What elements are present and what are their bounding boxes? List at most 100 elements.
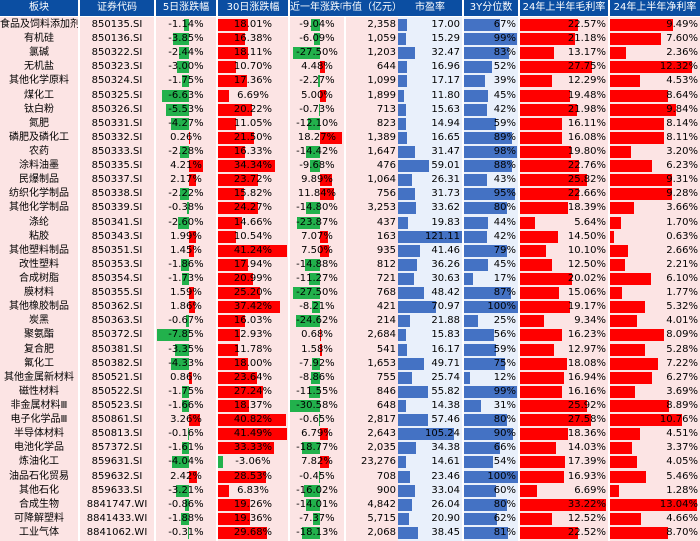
pe-ratio-text: 38.45 <box>431 527 460 538</box>
percentile-3y-text: 80% <box>494 202 516 213</box>
percentile-3y-bar <box>464 75 485 87</box>
net-margin-text: 4.05% <box>666 456 698 467</box>
pe-ratio-text: 16.17 <box>431 344 460 355</box>
pe-ratio-text: 48.42 <box>431 287 460 298</box>
net-margin-text: 6.10% <box>666 273 698 284</box>
pe-ratio-bar <box>398 33 406 45</box>
security-code-text: 850325.SI <box>92 90 143 101</box>
change-30d-text: 6.83% <box>237 485 269 496</box>
percentile-3y-bar <box>464 217 488 229</box>
sector-name-text: 复合肥 <box>24 344 54 355</box>
pe-ratio-bar <box>398 245 420 257</box>
pe-ratio-bar <box>398 19 407 31</box>
net-margin-bar <box>610 231 614 243</box>
change-1y-text: -0.73% <box>299 104 334 115</box>
net-margin-bar <box>610 442 632 454</box>
change-5d-text: -3.21% <box>168 485 203 496</box>
security-code: 8841062.WI <box>80 525 154 541</box>
change-1y-text: 18.27% <box>298 132 336 143</box>
net-margin-text: 9.28% <box>666 188 698 199</box>
sector-name-text: 炭黑 <box>29 315 49 326</box>
gross-margin-text: 16.08% <box>568 132 606 143</box>
pe-ratio-text: 23.46 <box>431 471 460 482</box>
net-margin-bar <box>610 301 645 313</box>
pe-ratio-bar <box>398 259 417 271</box>
change-5d-text: -1.14% <box>168 19 203 30</box>
net-margin: 8.70% <box>610 525 700 541</box>
pe-ratio-bar <box>398 174 412 186</box>
change-5d-text: -6.63% <box>168 90 203 101</box>
header-code: 证券代码 <box>80 0 154 16</box>
sector-name-text: 氟化工 <box>24 358 54 369</box>
change-5d-text: -4.33% <box>168 358 203 369</box>
change-30d-text: 11.05% <box>234 118 272 129</box>
security-code-text: 850333.SI <box>92 146 143 157</box>
pe-ratio-text: 16.65 <box>431 132 460 143</box>
pe-ratio-bar <box>398 104 406 116</box>
net-margin-text: 8.89% <box>666 400 698 411</box>
change-1y-text: -6.09% <box>299 33 334 44</box>
security-code-text: 850353.SI <box>92 259 143 270</box>
percentile-3y-text: 87% <box>494 287 516 298</box>
net-margin-bar <box>610 485 619 497</box>
sector-name-text: 氯碱 <box>29 47 49 58</box>
pe-ratio-text: 25.74 <box>431 372 460 383</box>
net-margin-text: 9.84% <box>666 104 698 115</box>
change-1y-text: -27.50% <box>296 287 338 298</box>
gross-margin-text: 10.10% <box>568 245 606 256</box>
market-cap-text: 2,068 <box>367 527 396 538</box>
market-cap: 2,068 <box>346 525 398 541</box>
security-code-text: 850335.SI <box>92 160 143 171</box>
security-code-text: 8841062.WI <box>87 527 148 538</box>
net-margin-bar <box>610 344 645 356</box>
change-30d-text: -3.06% <box>235 456 270 467</box>
change-30d-text: 11.78% <box>234 344 272 355</box>
change-5d-text: -1.86% <box>168 259 203 270</box>
security-code-text: 850326.SI <box>92 104 143 115</box>
sector-name-text: 工业气体 <box>19 527 59 538</box>
pe-ratio-bar <box>398 118 406 130</box>
net-margin-text: 9.31% <box>666 174 698 185</box>
market-cap-text: 713 <box>377 104 396 115</box>
gross-margin-bar <box>520 329 562 341</box>
net-margin-text: 1.28% <box>666 485 698 496</box>
market-cap-text: 2,358 <box>367 19 396 30</box>
sector-name-text: 可降解塑料 <box>14 513 64 524</box>
net-margin-text: 1.70% <box>666 217 698 228</box>
sector-name-text: 无机盐 <box>24 61 54 72</box>
pe-ratio-text: 14.38 <box>431 400 460 411</box>
security-code-text: 850323.SI <box>92 61 143 72</box>
sector-name-text: 钛白粉 <box>24 104 54 115</box>
percentile-3y-text: 59% <box>494 344 516 355</box>
pe-ratio-bar <box>398 132 407 144</box>
pe-ratio-bar <box>398 386 428 398</box>
net-margin-bar <box>610 146 631 158</box>
pe-ratio-text: 31.47 <box>431 146 460 157</box>
header-sector: 板块 <box>0 0 78 16</box>
market-cap-text: 23,276 <box>361 456 396 467</box>
market-cap-text: 846 <box>377 386 396 397</box>
market-cap-text: 421 <box>377 301 396 312</box>
percentile-3y-text: 56% <box>494 329 516 340</box>
pe-ratio-text: 20.90 <box>431 513 460 524</box>
change-30d-text: 27.24% <box>234 386 272 397</box>
net-margin-text: 13.04% <box>660 499 698 510</box>
header-market-cap: 市值（亿元） <box>342 0 398 16</box>
net-margin-text: 3.66% <box>666 202 698 213</box>
percentile-3y-text: 17% <box>494 273 516 284</box>
change-1y-text: -12.10% <box>296 118 338 129</box>
net-margin-text: 6.23% <box>666 160 698 171</box>
pe-ratio-text: 33.62 <box>431 202 460 213</box>
gross-margin-bar <box>520 442 556 454</box>
percentile-3y-text: 90% <box>494 428 516 439</box>
percentile-3y-bar <box>464 456 493 468</box>
change-30d-text: 12.93% <box>234 329 272 340</box>
